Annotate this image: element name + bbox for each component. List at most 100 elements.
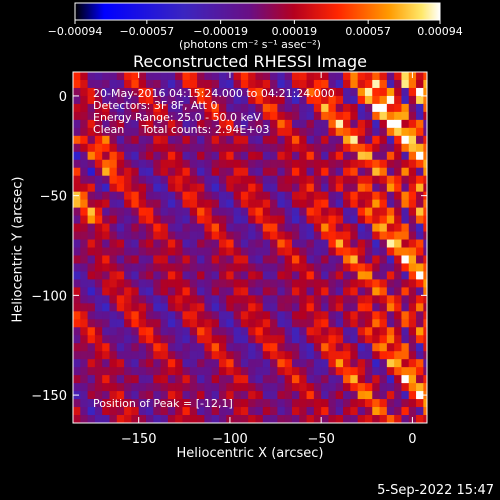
heatmap-cell [284, 207, 293, 217]
heatmap-cell [277, 119, 286, 129]
heatmap-cell [240, 135, 249, 145]
heatmap-cell [116, 159, 125, 169]
heatmap-cell [270, 359, 278, 368]
heatmap-cell [145, 87, 154, 97]
heatmap-cell [328, 343, 337, 352]
heatmap-cell [131, 111, 140, 121]
heatmap-cell [394, 135, 402, 145]
heatmap-cell [124, 175, 132, 185]
x-tick-label: −100 [212, 432, 248, 447]
heatmap-cell [321, 351, 329, 360]
heatmap-cell [277, 327, 286, 336]
heatmap-cell [328, 95, 337, 105]
heatmap-cell [277, 271, 286, 280]
heatmap-cell [350, 207, 359, 217]
heatmap-cell [416, 127, 424, 137]
heatmap-cell [350, 367, 359, 376]
heatmap-cell [80, 367, 89, 376]
heatmap-cell [226, 303, 235, 312]
heatmap-cell [306, 327, 315, 336]
heatmap-cell [160, 247, 169, 256]
heatmap-cell [233, 263, 242, 272]
heatmap-cell [189, 351, 198, 360]
heatmap-cell [306, 111, 315, 121]
heatmap-cell [87, 87, 96, 97]
heatmap-cell [255, 255, 264, 264]
heatmap-cell [328, 359, 337, 368]
heatmap-cell [160, 111, 169, 121]
heatmap-cell [233, 335, 242, 344]
heatmap-cell [175, 375, 183, 384]
heatmap-cell [335, 359, 344, 368]
heatmap-cell [321, 383, 329, 392]
heatmap-cell [299, 72, 308, 81]
heatmap-cell [116, 143, 125, 153]
heatmap-cell [262, 183, 271, 193]
heatmap-cell [372, 167, 381, 177]
heatmap-cell [277, 367, 286, 376]
heatmap-cell [321, 327, 329, 336]
heatmap-cell [255, 327, 264, 336]
heatmap-cell [116, 335, 125, 344]
heatmap-cell [394, 103, 402, 113]
heatmap-cell [73, 407, 81, 416]
heatmap-cell [204, 375, 213, 384]
heatmap-cell [204, 231, 213, 241]
heatmap-cell [87, 103, 96, 113]
heatmap-cell [94, 255, 103, 264]
heatmap-cell [328, 287, 337, 296]
heatmap-cell [299, 247, 308, 256]
heatmap-cell [408, 223, 417, 233]
heatmap-cell [233, 359, 242, 368]
heatmap-cell [197, 135, 205, 145]
heatmap-cell [401, 79, 410, 89]
heatmap-cell [401, 207, 410, 217]
heatmap-cell [80, 143, 89, 153]
heatmap-cell [197, 183, 205, 193]
heatmap-cell [226, 279, 235, 288]
heatmap-cell [350, 319, 359, 328]
heatmap-cell [240, 247, 249, 256]
heatmap-cell [138, 319, 147, 328]
heatmap-cell [328, 127, 337, 137]
heatmap-cell [394, 287, 402, 296]
heatmap-cell [116, 151, 125, 161]
heatmap-cell [262, 255, 271, 264]
heatmap-cell [357, 327, 366, 336]
heatmap-cell [87, 383, 96, 392]
heatmap-cell [116, 399, 125, 408]
heatmap-cell [291, 391, 300, 400]
heatmap-cell [124, 151, 132, 161]
heatmap-cell [218, 295, 227, 304]
heatmap-cell [423, 183, 427, 193]
heatmap-cell [109, 239, 118, 248]
heatmap-cell [262, 247, 271, 256]
heatmap-cell [131, 127, 140, 137]
heatmap-cell [401, 359, 410, 368]
heatmap-cell [160, 351, 169, 360]
heatmap-cell [248, 183, 256, 193]
heatmap-cell [306, 287, 315, 296]
heatmap-cell [218, 391, 227, 400]
heatmap-cell [291, 239, 300, 248]
heatmap-cell [423, 207, 427, 217]
heatmap-cell [138, 191, 147, 201]
heatmap-cell [87, 327, 96, 336]
heatmap-cell [116, 87, 125, 97]
heatmap-cell [102, 391, 110, 400]
heatmap-cell [160, 287, 169, 296]
heatmap-cell [153, 239, 162, 248]
heatmap-cell [313, 351, 322, 360]
heatmap-cell [211, 335, 220, 344]
heatmap-cell [73, 167, 81, 177]
heatmap-cell [284, 79, 293, 89]
heatmap-cell [94, 135, 103, 145]
heatmap-cell [357, 87, 366, 97]
heatmap-cell [357, 159, 366, 169]
heatmap-cell [131, 335, 140, 344]
heatmap-cell [335, 327, 344, 336]
heatmap-cell [350, 391, 359, 400]
heatmap-cell [306, 127, 315, 137]
heatmap-cell [160, 375, 169, 384]
heatmap-cell [350, 103, 359, 113]
